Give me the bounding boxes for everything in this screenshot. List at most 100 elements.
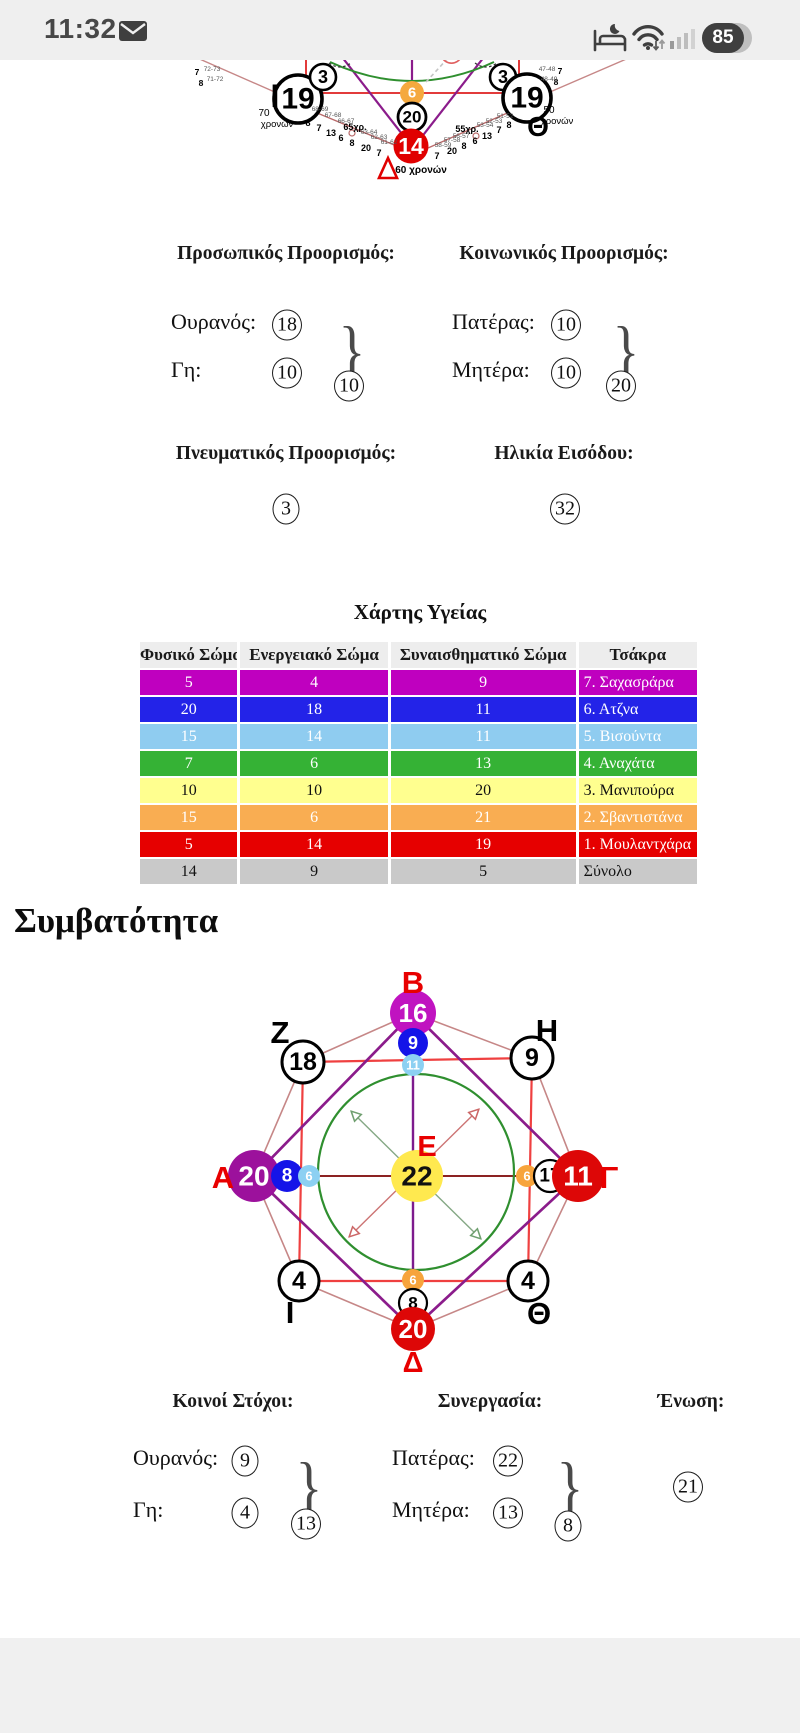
- node-circle-3: [308, 62, 338, 92]
- section-common-goals-result: 13: [291, 1508, 321, 1540]
- section-cooperation-result: 8: [554, 1510, 582, 1542]
- chart-label-7: 7: [316, 123, 321, 133]
- health-table-header: Φυσικό Σώμα: [140, 642, 238, 668]
- chart-label-Δ: Δ: [403, 1347, 424, 1379]
- chart-label-7: 7: [496, 125, 501, 135]
- chart-label-51-52: 51-52: [497, 113, 514, 120]
- value-cell: 5: [140, 832, 238, 857]
- chart-label-χρονών: χρονών: [261, 119, 294, 130]
- chart-label-6: 6: [472, 136, 477, 146]
- health-table-row: 15 14 11 5. Βισούντα: [140, 724, 700, 749]
- chart-label-Θ: Θ: [527, 1296, 551, 1331]
- node-value: 14: [398, 133, 424, 159]
- value-cell: 5: [390, 859, 576, 884]
- node-circle-8: [271, 1160, 303, 1192]
- node-dot: [348, 129, 356, 137]
- node-circle-6: [516, 1165, 538, 1187]
- node-value: 11: [406, 1058, 420, 1073]
- chart-label-67-68: 67-68: [325, 112, 342, 119]
- section-entry-age-title: Ηλικία Εισόδου:: [494, 443, 634, 464]
- value-cell: 11: [390, 697, 576, 722]
- chakra-cell: 3. Μανιπούρα: [578, 778, 698, 803]
- status-bar: 11:32 85: [0, 0, 800, 60]
- battery-percent: 85: [702, 23, 744, 53]
- node-circle-6: [402, 1269, 424, 1291]
- chart-label-61-62: 61-62: [381, 139, 398, 146]
- node-circle-6: [298, 1165, 320, 1187]
- section-social-result: 20: [606, 370, 636, 402]
- chart-label-66-67: 66-67: [338, 118, 355, 125]
- chart-label-7: 7: [195, 67, 200, 77]
- envelope-icon: [119, 21, 147, 41]
- section-spiritual-result: 3: [272, 493, 300, 525]
- value-cell: 6: [240, 805, 388, 830]
- node-value: 6: [305, 1169, 312, 1184]
- node-value: 9: [408, 1033, 418, 1053]
- value-cell: 13: [390, 751, 576, 776]
- node-circle-4: [506, 1259, 550, 1303]
- section-personal-result: 10: [334, 370, 364, 402]
- node-circle-18: [280, 1039, 326, 1085]
- section-common-goals-value: 4: [231, 1497, 259, 1529]
- node-circle-19: [501, 72, 553, 124]
- section-cooperation-value: 22: [493, 1445, 523, 1477]
- section-union-result: 21: [673, 1471, 703, 1503]
- node-value: 8: [282, 1166, 293, 1187]
- health-table-row: 5 4 9 7. Σαχασράρα: [140, 670, 700, 695]
- chart-label-B: B: [402, 965, 424, 1000]
- value-cell: 10: [140, 778, 238, 803]
- chakra-cell: 2. Σβαντιστάνα: [578, 805, 698, 830]
- section-personal-value: 18: [272, 309, 302, 341]
- node-value: 4: [292, 1267, 306, 1295]
- value-cell: 21: [390, 805, 576, 830]
- chart-label-χρονών: χρονών: [541, 116, 574, 127]
- chart-label-6: 6: [338, 133, 343, 143]
- chart-label-71-72: 71-72: [207, 76, 224, 83]
- chart-label-20: 20: [361, 143, 371, 153]
- chart-label-8: 8: [461, 141, 466, 151]
- chart-label-13: 13: [482, 131, 492, 141]
- value-cell: 20: [390, 778, 576, 803]
- section-common-goals-value: 9: [231, 1445, 259, 1477]
- node-value: 11: [563, 1161, 593, 1192]
- health-table-row: 20 18 11 6. Ατζνα: [140, 697, 700, 722]
- node-value: 8: [408, 1294, 417, 1313]
- chart-label-68-69: 68-69: [312, 106, 329, 113]
- section-social-label: Μητέρα:: [452, 357, 530, 382]
- node-circle-4: [277, 1259, 321, 1303]
- value-cell: 14: [240, 832, 388, 857]
- section-common-goals-label: Γη:: [133, 1497, 164, 1522]
- section-cooperation-label: Πατέρας:: [392, 1445, 475, 1470]
- compatibility-heading: Συμβατότητα: [14, 901, 219, 940]
- signal-icon: [670, 29, 695, 49]
- health-table-header-row: Φυσικό Σώμα Ενεργειακό Σώμα Συναισθηματικό…: [140, 642, 700, 668]
- node-value: 6: [523, 1169, 530, 1184]
- chart-label-63-64: 63-64: [361, 129, 378, 136]
- chart-label-56-57: 56-57: [453, 133, 470, 140]
- node-value: 20: [403, 108, 422, 127]
- node-value: 6: [408, 85, 416, 102]
- chart-label-8: 8: [506, 120, 511, 130]
- node-value: 20: [238, 1161, 269, 1192]
- section-social-title: Κοινωνικός Προορισμός:: [459, 243, 669, 264]
- node-circle-9: [398, 1028, 428, 1058]
- chart-label-47-48: 47-48: [539, 66, 556, 73]
- chart-label-Z: Z: [271, 1015, 290, 1050]
- chart-label-Θ: Θ: [527, 111, 549, 142]
- node-circle-11: [402, 1054, 424, 1076]
- value-cell: 11: [390, 724, 576, 749]
- clock: 11:32: [44, 13, 117, 44]
- chart-label-8: 8: [554, 77, 559, 87]
- health-table-header: Τσάκρα: [578, 642, 697, 668]
- node-circle-22: [391, 1150, 443, 1202]
- chart-label-7: 7: [558, 66, 563, 76]
- node-circle-20: [228, 1150, 280, 1202]
- bed-icon: [593, 23, 627, 52]
- node-dot: [472, 132, 480, 140]
- section-personal-title: Προσωπικός Προορισμός:: [177, 243, 395, 264]
- value-cell: 20: [140, 697, 238, 722]
- value-cell: 15: [140, 724, 238, 749]
- value-cell: 9: [240, 859, 388, 884]
- section-cooperation-label: Μητέρα:: [392, 1497, 470, 1522]
